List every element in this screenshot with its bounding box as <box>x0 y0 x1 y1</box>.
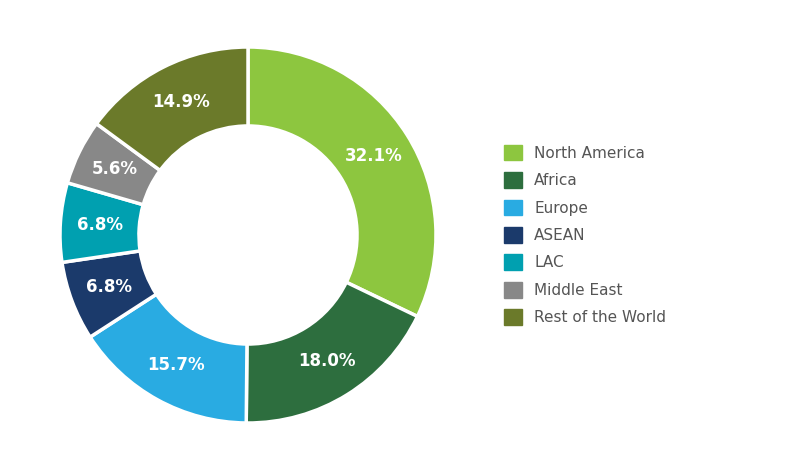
Wedge shape <box>62 251 157 337</box>
Text: 5.6%: 5.6% <box>92 160 138 179</box>
Text: 15.7%: 15.7% <box>147 356 205 374</box>
Wedge shape <box>246 282 418 423</box>
Text: 6.8%: 6.8% <box>86 278 132 296</box>
Text: 18.0%: 18.0% <box>298 352 355 370</box>
Text: 32.1%: 32.1% <box>345 147 402 165</box>
Wedge shape <box>248 47 436 316</box>
Text: 14.9%: 14.9% <box>152 94 210 111</box>
Wedge shape <box>97 47 248 171</box>
Wedge shape <box>90 294 247 423</box>
Wedge shape <box>60 183 143 262</box>
Legend: North America, Africa, Europe, ASEAN, LAC, Middle East, Rest of the World: North America, Africa, Europe, ASEAN, LA… <box>504 145 666 325</box>
Wedge shape <box>67 124 160 205</box>
Text: 6.8%: 6.8% <box>77 216 123 234</box>
